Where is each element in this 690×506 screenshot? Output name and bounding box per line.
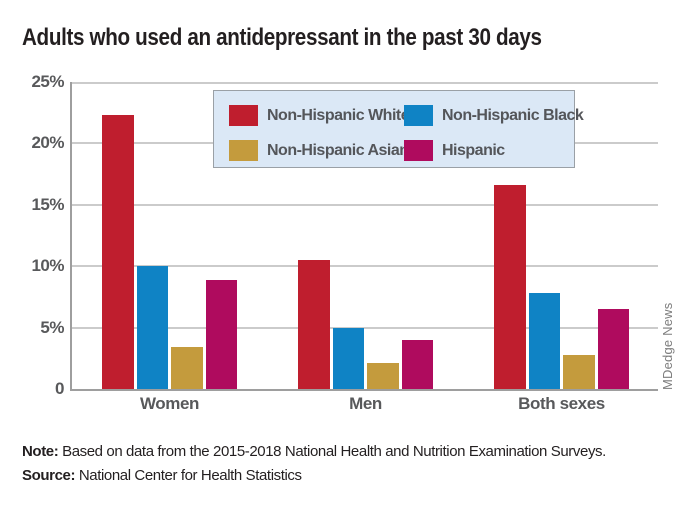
bar-women-non-hispanic-asian [171, 347, 203, 389]
legend-item-non-hispanic-white: Non-Hispanic White [229, 105, 410, 126]
bar-both-sexes-non-hispanic-black [528, 293, 560, 389]
bar-men-non-hispanic-asian [367, 363, 399, 389]
legend-label: Non-Hispanic White [267, 106, 410, 124]
gridline [72, 203, 658, 206]
note-line: Note: Based on data from the 2015-2018 N… [22, 440, 606, 464]
bar-both-sexes-non-hispanic-white [494, 185, 526, 389]
gridline [72, 326, 658, 329]
legend-swatch-non-hispanic-white [229, 105, 258, 126]
y-tick-label: 5% [40, 317, 64, 337]
legend-swatch-non-hispanic-black [404, 105, 433, 126]
y-tick-label: 25% [31, 72, 64, 91]
category-label-both-sexes: Both sexes [518, 394, 605, 413]
gridline [72, 82, 658, 84]
bar-women-non-hispanic-black [136, 266, 168, 389]
source-label: Source: [22, 467, 76, 484]
legend-swatch-hispanic [404, 140, 433, 161]
legend: Non-Hispanic White Non-Hispanic Black Non-… [213, 90, 584, 168]
category-label-women: Women [139, 394, 200, 413]
bar-women-hispanic [205, 279, 237, 389]
category-label-men: Men [349, 394, 382, 413]
note-label: Note: [22, 443, 59, 460]
bar-men-non-hispanic-white [298, 260, 330, 389]
legend-item-non-hispanic-black: Non-Hispanic Black [404, 105, 584, 126]
chart-title: Adults who used an antidepressant in the… [22, 24, 542, 51]
watermark-mdedge-news: MDedge News [660, 302, 675, 390]
note-text: Based on data from the 2015-2018 Nationa… [58, 443, 606, 460]
bar-both-sexes-hispanic [597, 309, 629, 389]
legend-item-hispanic: Hispanic [404, 140, 583, 161]
gridline [72, 265, 658, 268]
y-axis-line [70, 82, 72, 391]
y-tick-label: 15% [31, 194, 64, 214]
source-text: National Center for Health Statistics [75, 467, 302, 484]
legend-label: Hispanic [442, 141, 505, 159]
legend-item-non-hispanic-asian: Non-Hispanic Asian [229, 140, 409, 161]
bar-men-non-hispanic-black [332, 327, 364, 389]
legend-label: Non-Hispanic Black [442, 106, 584, 124]
y-tick-label: 0 [55, 379, 64, 398]
y-tick-label: 20% [31, 133, 64, 153]
footnotes: Note: Based on data from the 2015-2018 N… [22, 440, 606, 488]
bar-women-non-hispanic-white [102, 115, 134, 389]
y-tick-label: 10% [31, 256, 64, 276]
bar-men-hispanic [401, 339, 433, 389]
legend-swatch-non-hispanic-asian [229, 140, 258, 161]
bar-both-sexes-non-hispanic-asian [563, 354, 595, 389]
plot-area [70, 82, 658, 391]
x-axis-line [72, 389, 658, 391]
y-axis-labels: 25% 20% 15% 10% 5% 0 [10, 73, 64, 398]
legend-label: Non-Hispanic Asian [267, 141, 409, 159]
source-line: Source: National Center for Health Stati… [22, 464, 606, 488]
